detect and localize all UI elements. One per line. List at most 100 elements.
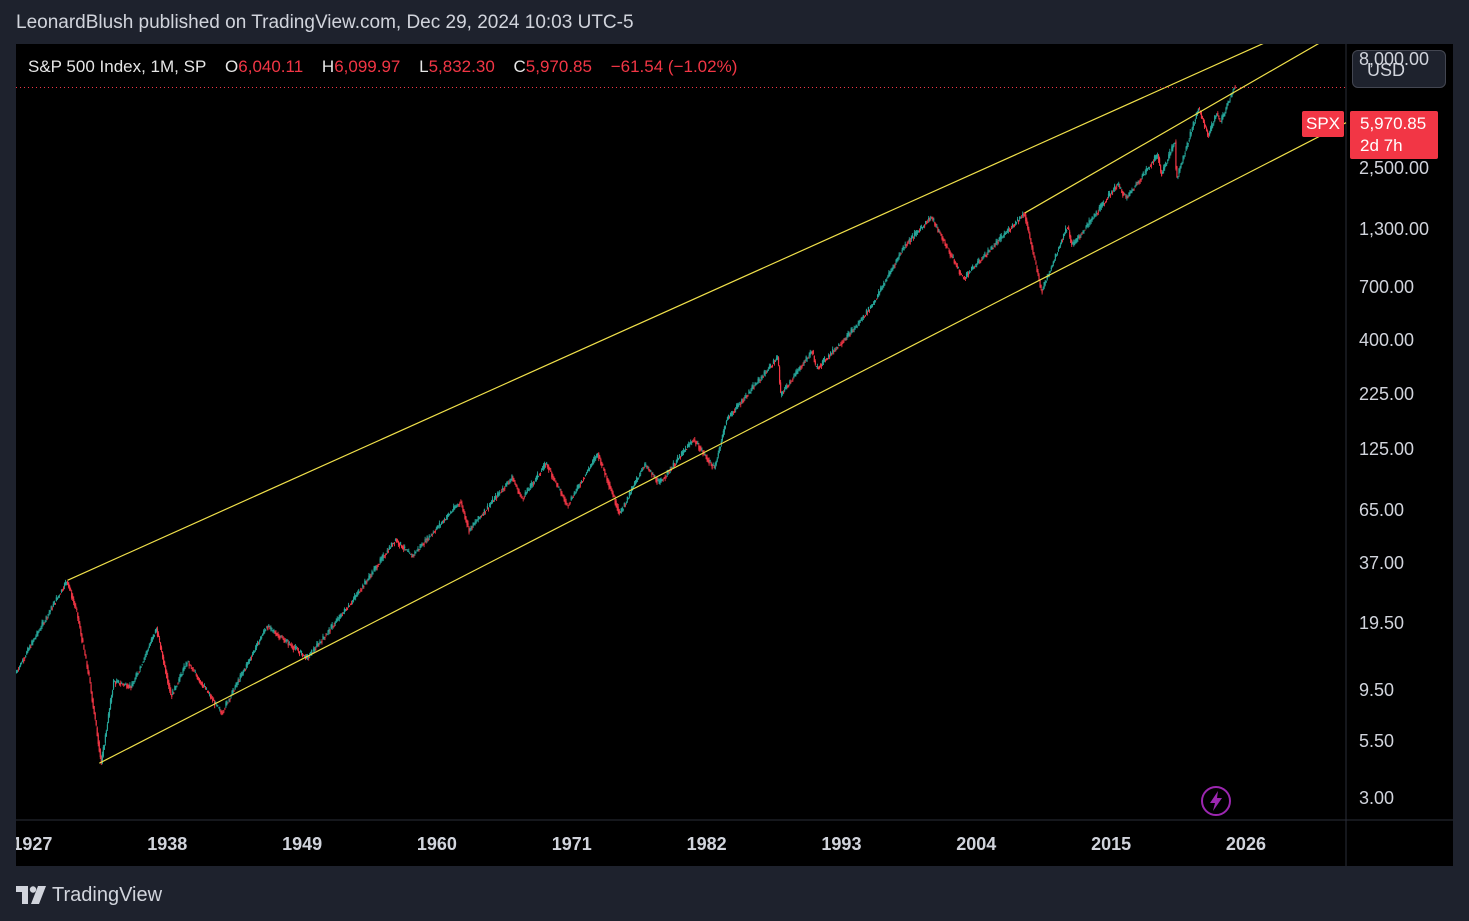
- candle-body: [58, 595, 61, 597]
- candle-body: [663, 478, 665, 480]
- candle-body: [223, 710, 225, 712]
- candle-body: [415, 552, 417, 554]
- candle-body: [974, 267, 976, 269]
- candle-body: [464, 512, 466, 519]
- candle-body: [301, 653, 304, 657]
- candle-body: [716, 458, 718, 461]
- candle-body: [611, 489, 613, 494]
- candle-body: [756, 383, 758, 385]
- candle-body: [1092, 217, 1094, 219]
- candle-body: [1035, 261, 1037, 265]
- chart-panel[interactable]: S&P 500 Index, 1M, SP O6,040.11 H6,099.9…: [16, 44, 1453, 866]
- candle-body: [161, 652, 164, 658]
- candle-body: [1054, 253, 1056, 259]
- candle-body: [751, 386, 753, 390]
- candle-body: [55, 597, 57, 602]
- candle-body: [1084, 229, 1086, 231]
- candle-body: [237, 679, 239, 684]
- candle-body: [1201, 116, 1204, 119]
- candle-body: [946, 245, 948, 247]
- trendline-1[interactable]: [67, 44, 1346, 581]
- candle-body: [905, 244, 907, 246]
- candle-body: [687, 445, 689, 448]
- candle-body: [565, 501, 567, 503]
- legend-low-value: 5,832.30: [428, 57, 495, 76]
- candle-body: [76, 609, 78, 610]
- trendlines-layer[interactable]: [67, 44, 1347, 764]
- candle-body: [187, 660, 189, 662]
- candle-body: [469, 528, 471, 531]
- candle-body: [480, 516, 482, 518]
- candle-body: [1209, 132, 1211, 135]
- candle-body: [236, 683, 238, 686]
- candle-body: [1059, 244, 1062, 246]
- candle-body: [1093, 214, 1095, 218]
- candle-body: [638, 477, 640, 479]
- candle-body: [825, 359, 828, 360]
- candle-body: [1212, 125, 1214, 127]
- candle-body: [553, 476, 555, 481]
- candle-body: [541, 468, 544, 471]
- candle-body: [488, 505, 491, 507]
- time-axis-tick-label: 1982: [686, 834, 727, 854]
- candle-body: [632, 485, 635, 489]
- candle-body: [872, 303, 875, 305]
- candle-body: [734, 411, 736, 413]
- candle-body: [846, 335, 848, 338]
- candle-body: [1218, 115, 1220, 118]
- candle-body: [137, 673, 139, 675]
- candle-body: [344, 609, 347, 611]
- candle-body: [57, 595, 59, 598]
- candle-body: [810, 351, 812, 354]
- candle-body: [122, 683, 124, 685]
- candle-body: [801, 366, 803, 368]
- candle-body: [861, 318, 863, 320]
- candle-body: [50, 606, 52, 611]
- candle-body: [226, 701, 228, 705]
- candle-body: [867, 307, 870, 312]
- legend-symbol[interactable]: S&P 500 Index, 1M, SP: [28, 57, 207, 76]
- candle-body: [1056, 253, 1059, 255]
- candle-body: [997, 242, 999, 243]
- candle-body: [951, 255, 953, 258]
- candle-body: [291, 645, 293, 649]
- candle-body: [100, 756, 102, 764]
- chart-canvas[interactable]: [16, 44, 1453, 866]
- candle-body: [1189, 131, 1191, 138]
- candle-body: [1064, 228, 1067, 233]
- candle-body: [853, 328, 855, 330]
- candle-body: [854, 328, 856, 330]
- trendline-3[interactable]: [1024, 44, 1346, 214]
- candle-body: [987, 250, 989, 254]
- candle-body: [113, 681, 116, 683]
- candle-body: [16, 670, 19, 672]
- trendline-2[interactable]: [99, 122, 1347, 764]
- candle-body: [263, 630, 265, 635]
- candle-body: [781, 391, 783, 395]
- candle-body: [1001, 237, 1003, 239]
- candle-body: [713, 467, 715, 469]
- candle-body: [392, 542, 395, 544]
- candle-body: [102, 747, 104, 757]
- candle-body: [1020, 217, 1022, 219]
- candle-body: [573, 492, 575, 495]
- candle-body: [1165, 162, 1167, 166]
- candle-body: [262, 634, 264, 636]
- footer-brand: TradingView: [52, 883, 163, 906]
- candle-body: [948, 249, 950, 253]
- candle-body: [1100, 203, 1102, 208]
- currency-button[interactable]: USD: [1352, 50, 1446, 88]
- candle-body: [93, 705, 95, 715]
- candle-body: [358, 590, 360, 594]
- tradingview-logo[interactable]: TradingView: [16, 882, 162, 908]
- lightning-icon[interactable]: [1200, 785, 1232, 817]
- candle-body: [123, 684, 125, 686]
- candle-body: [182, 669, 184, 673]
- candle-body: [852, 330, 854, 332]
- candle-body: [710, 462, 712, 465]
- candle-body: [635, 478, 638, 483]
- candle-body: [238, 681, 240, 682]
- candle-body: [1182, 155, 1184, 161]
- candle-body: [968, 271, 971, 273]
- candle-body: [830, 351, 832, 355]
